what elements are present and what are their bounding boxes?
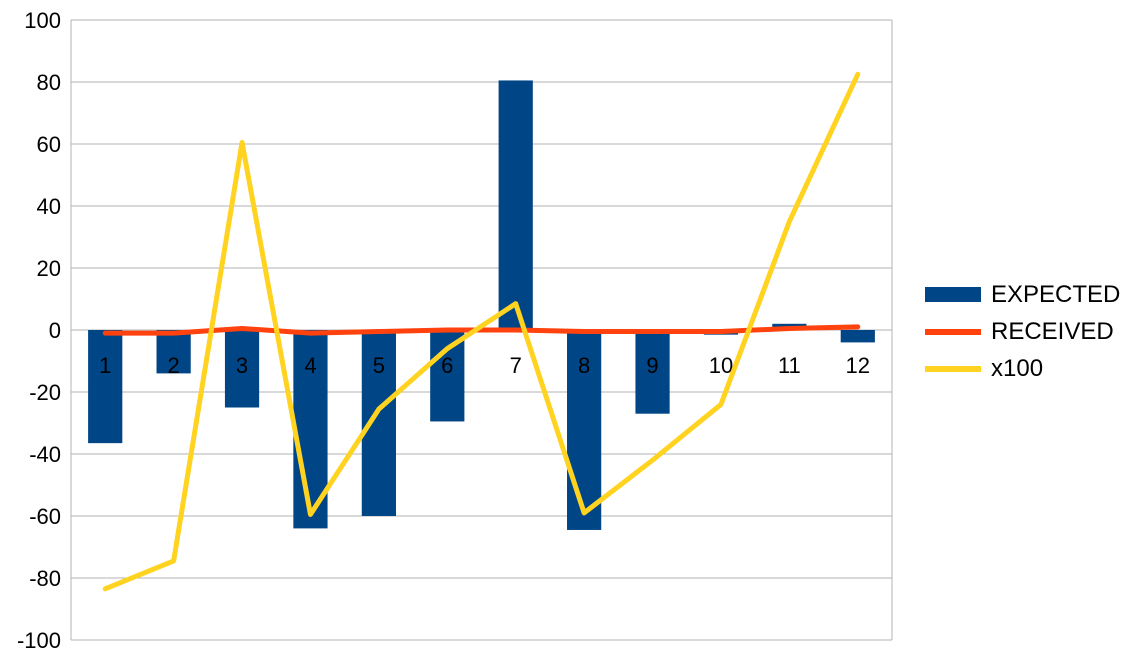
bar-expected	[567, 330, 602, 530]
x-tick-label: 12	[846, 353, 870, 378]
x-tick-label: 6	[441, 353, 453, 378]
legend-item-expected: EXPECTED	[925, 276, 1120, 313]
x-tick-label: 1	[99, 353, 111, 378]
x-tick-label: 2	[168, 353, 180, 378]
legend-swatch-received	[925, 328, 981, 335]
bar-expected	[224, 330, 260, 408]
y-tick-label: -60	[29, 504, 61, 529]
y-tick-label: -80	[29, 566, 61, 591]
x-tick-label: 3	[236, 353, 248, 378]
legend-swatch-x100	[925, 365, 981, 372]
bar-expected	[88, 330, 123, 444]
legend: EXPECTED RECEIVED x100	[925, 276, 1120, 387]
x-axis-ticks: 1 2 3 4 5 6 7 8 9 10 11 12	[99, 353, 870, 378]
y-tick-label: 20	[37, 256, 61, 281]
y-tick-label: 100	[24, 8, 61, 33]
y-tick-label: 80	[37, 70, 61, 95]
x-tick-label: 9	[646, 353, 658, 378]
legend-item-received: RECEIVED	[925, 313, 1120, 350]
x-tick-label: 5	[373, 353, 385, 378]
legend-label-received: RECEIVED	[991, 317, 1114, 345]
bar-expected	[156, 330, 191, 374]
x-tick-label: 7	[510, 353, 522, 378]
legend-item-x100: x100	[925, 350, 1120, 387]
x-tick-label: 8	[578, 353, 590, 378]
x-tick-label: 11	[778, 353, 801, 378]
y-tick-label: 60	[37, 132, 61, 157]
y-tick-label: 0	[49, 318, 61, 343]
legend-label-expected: EXPECTED	[991, 280, 1121, 308]
line-received	[102, 324, 861, 336]
bar-expected	[498, 80, 533, 330]
y-tick-label: -40	[29, 442, 61, 467]
x-tick-label: 4	[304, 353, 316, 378]
y-tick-label: 40	[37, 194, 61, 219]
line-x100	[102, 71, 861, 592]
x-tick-label: 10	[709, 353, 733, 378]
y-tick-label: -20	[29, 380, 61, 405]
bar-expected	[430, 330, 465, 422]
series-lines	[102, 71, 861, 592]
legend-label-x100: x100	[991, 354, 1044, 382]
legend-swatch-expected	[925, 287, 981, 302]
y-tick-label: -100	[17, 628, 61, 653]
y-axis-ticks: 100 80 60 40 20 0 -20 -40 -60 -80 -100	[17, 8, 61, 653]
bar-expected	[840, 330, 875, 343]
bar-expected	[635, 330, 670, 414]
